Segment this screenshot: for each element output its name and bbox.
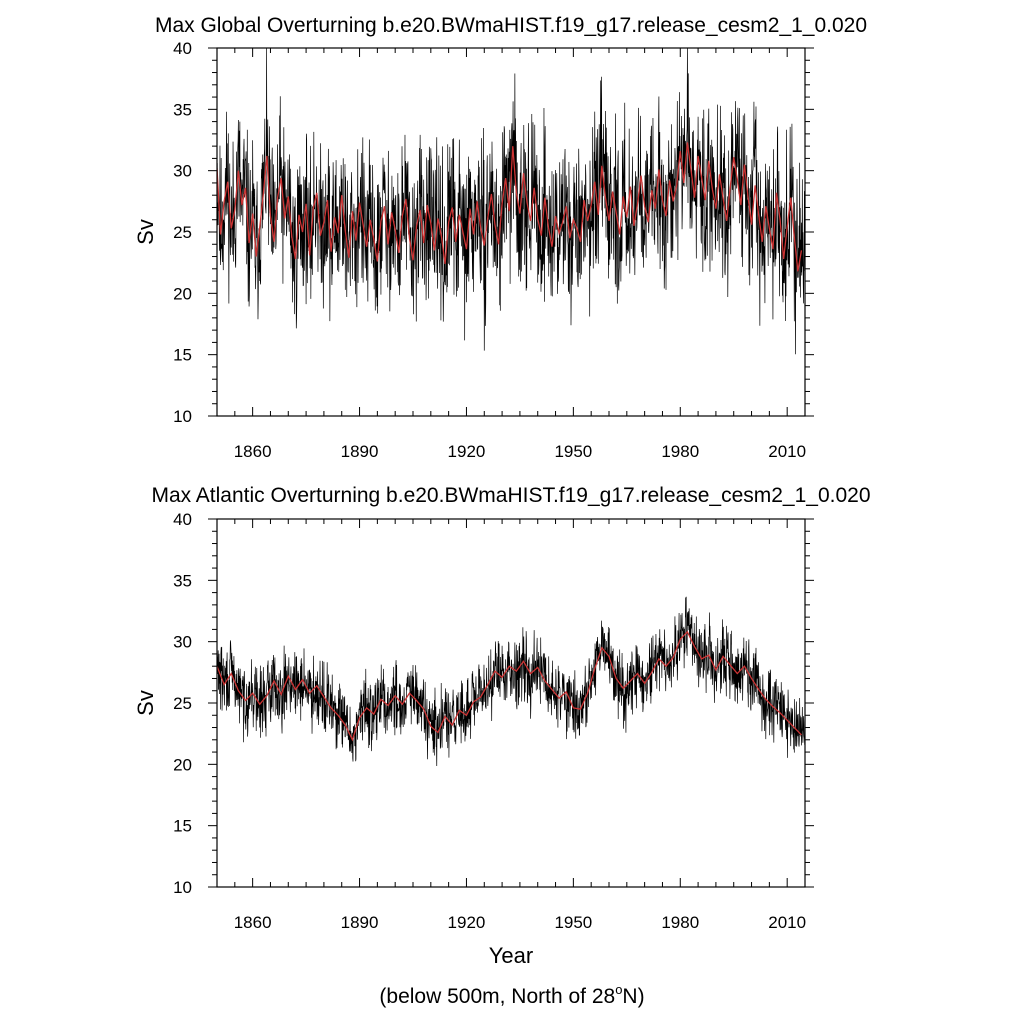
y-tick-label: 15 <box>173 346 192 365</box>
x-tick-label: 1950 <box>554 442 592 461</box>
y-tick-label: 40 <box>173 510 192 529</box>
footnote-superscript: o <box>615 982 622 997</box>
y-tick-label: 35 <box>173 100 192 119</box>
chart-title: Max Global Overturning b.e20.BWmaHIST.f1… <box>155 14 867 37</box>
x-tick-label: 1920 <box>448 913 486 932</box>
footnote-prefix: (below 500m, North of 28 <box>379 985 615 1008</box>
y-tick-label: 10 <box>173 407 192 426</box>
x-tick-label: 2010 <box>768 442 806 461</box>
y-tick-label: 40 <box>173 39 192 58</box>
global-overturning-panel: Max Global Overturning b.e20.BWmaHIST.f1… <box>133 14 867 461</box>
y-tick-label: 35 <box>173 571 192 590</box>
annual-mean-series-line <box>217 630 802 742</box>
y-tick-label: 10 <box>173 878 192 897</box>
y-tick-label: 25 <box>173 223 192 242</box>
x-tick-label: 1950 <box>554 913 592 932</box>
x-tick-label: 1890 <box>341 442 379 461</box>
y-tick-label: 15 <box>173 817 192 836</box>
plot-area <box>217 48 805 355</box>
footnote-caption: (below 500m, North of 28oN) <box>379 982 644 1008</box>
x-tick-label: 1860 <box>234 442 272 461</box>
y-tick-label: 30 <box>173 633 192 652</box>
x-tick-label: 1980 <box>661 913 699 932</box>
annual-mean-series-line <box>217 142 803 272</box>
footnote-suffix: N) <box>622 985 644 1008</box>
y-tick-label: 20 <box>173 755 192 774</box>
x-tick-label: 2010 <box>768 913 806 932</box>
x-tick-label: 1920 <box>448 442 486 461</box>
y-axis-label: Sv <box>133 690 158 716</box>
y-tick-label: 20 <box>173 284 192 303</box>
atlantic-overturning-panel: Max Atlantic Overturning b.e20.BWmaHIST.… <box>133 484 871 968</box>
y-axis-label: Sv <box>133 219 158 245</box>
y-tick-label: 25 <box>173 694 192 713</box>
y-tick-label: 30 <box>173 162 192 181</box>
x-axis-label: Year <box>489 943 533 968</box>
plot-area <box>217 596 805 767</box>
x-tick-label: 1860 <box>234 913 272 932</box>
x-tick-label: 1980 <box>661 442 699 461</box>
monthly-series-line <box>217 596 805 767</box>
chart-title: Max Atlantic Overturning b.e20.BWmaHIST.… <box>151 484 870 507</box>
plot-frame <box>216 518 806 888</box>
x-tick-label: 1890 <box>341 913 379 932</box>
